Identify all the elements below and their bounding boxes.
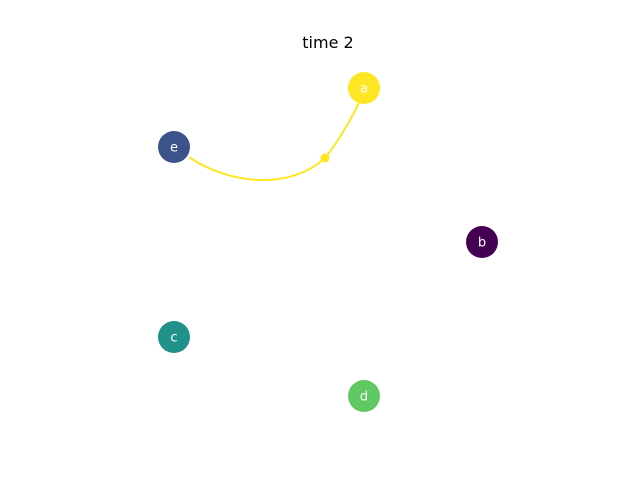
- node-a[interactable]: a: [348, 72, 380, 104]
- edge-a-e-arrow-marker: [320, 153, 330, 163]
- node-e-label: e: [170, 141, 178, 156]
- node-d-circle: [348, 380, 380, 412]
- node-c-circle: [158, 321, 190, 353]
- node-a-label: a: [360, 82, 368, 97]
- node-b[interactable]: b: [466, 226, 498, 258]
- edges-layer: [188, 102, 360, 182]
- node-d[interactable]: d: [348, 380, 380, 412]
- node-c[interactable]: c: [158, 321, 190, 353]
- node-e-circle: [158, 131, 190, 163]
- node-a-circle: [348, 72, 380, 104]
- node-c-label: c: [170, 331, 177, 346]
- nodes-layer: a b c d e: [158, 72, 498, 412]
- diagram-title: time 2: [302, 33, 353, 52]
- node-b-label: b: [478, 236, 486, 251]
- node-d-label: d: [360, 390, 368, 405]
- node-e[interactable]: e: [158, 131, 190, 163]
- edge-a-e: [188, 102, 360, 182]
- node-b-circle: [466, 226, 498, 258]
